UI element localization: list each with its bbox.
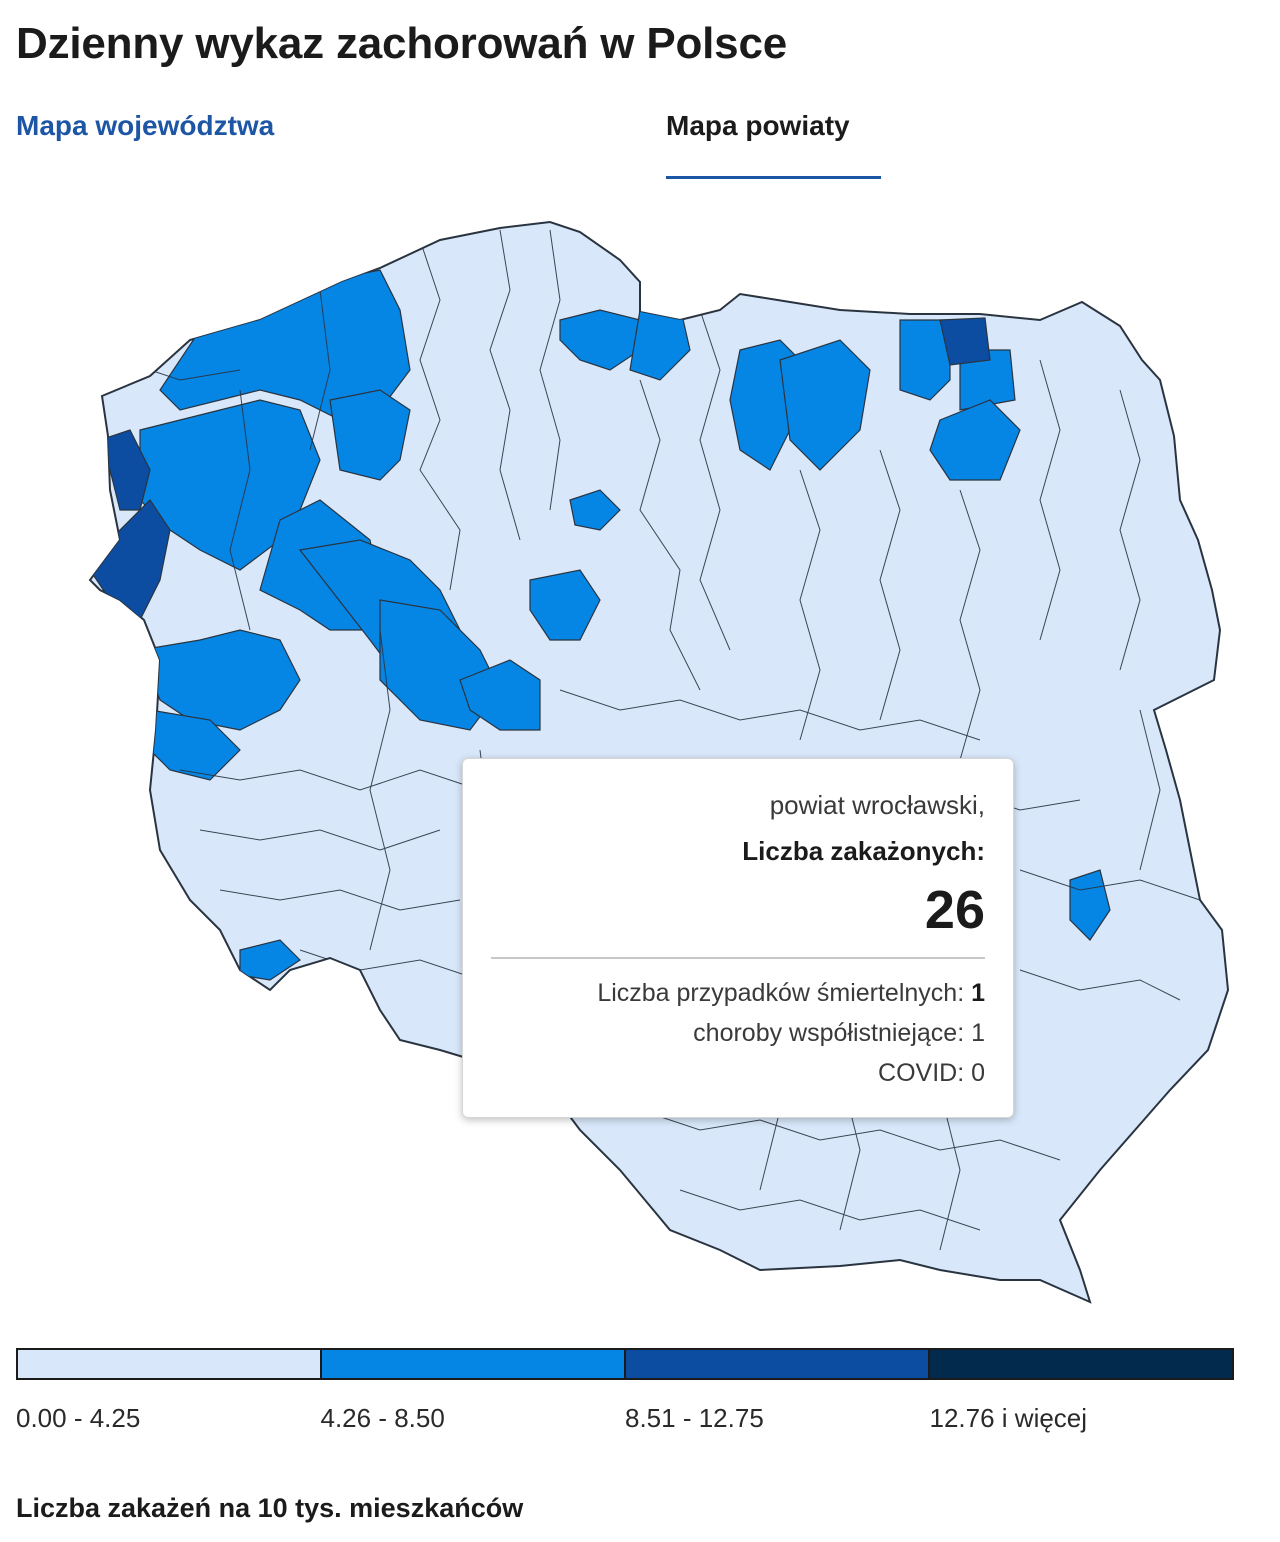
county-region[interactable] [569, 489, 621, 531]
legend-swatch-3 [930, 1350, 1232, 1378]
map-tabs: Mapa województwa Mapa powiaty [0, 100, 1280, 184]
legend-labels: 0.00 - 4.25 4.26 - 8.50 8.51 - 12.75 12.… [16, 1398, 1234, 1438]
county-region[interactable] [529, 569, 601, 641]
legend-swatch-2 [626, 1350, 930, 1378]
legend-label-2: 8.51 - 12.75 [625, 1403, 764, 1433]
county-region[interactable] [939, 317, 991, 366]
tooltip-infected-label: Liczba zakażonych: [742, 836, 985, 866]
tooltip-deaths-row: Liczba przypadków śmiertelnych: 1 [491, 973, 985, 1013]
legend-swatch-0 [18, 1350, 322, 1378]
legend-swatch-1 [322, 1350, 626, 1378]
county-group-dark [90, 317, 991, 621]
tooltip-deaths-value: 1 [971, 979, 985, 1007]
tooltip-region-name: powiat wrocławski, [769, 790, 985, 820]
tab-mapa-wojewodztwa[interactable]: Mapa województwa [16, 110, 275, 141]
legend-scale [16, 1348, 1234, 1380]
legend-label-3: 12.76 i więcej [929, 1403, 1088, 1433]
county-region[interactable] [329, 389, 411, 481]
legend-label-1: 4.26 - 8.50 [320, 1403, 445, 1433]
county-region[interactable] [1069, 869, 1111, 941]
county-group-medium [139, 269, 1111, 981]
tab-mapa-powiaty[interactable]: Mapa powiaty [666, 106, 881, 179]
poland-county-map: powiat wrocławski, Liczba zakażonych: 26… [80, 210, 1240, 1320]
legend-caption: Liczba zakażeń na 10 tys. mieszkańców [16, 1493, 524, 1523]
county-region[interactable] [929, 399, 1021, 481]
legend-label-0: 0.00 - 4.25 [16, 1403, 141, 1433]
region-tooltip: powiat wrocławski, Liczba zakażonych: 26… [462, 758, 1014, 1118]
tooltip-covid-row: COVID: 0 [878, 1059, 985, 1087]
tooltip-comorbid-row: choroby współistniejące: 1 [693, 1019, 985, 1047]
tooltip-deaths-label: Liczba przypadków śmiertelnych: [597, 979, 972, 1007]
tooltip-infected-value: 26 [924, 880, 985, 940]
page-title: Dzienny wykaz zachorowań w Polsce [16, 19, 787, 68]
county-region[interactable] [459, 659, 541, 731]
county-region[interactable] [559, 309, 641, 371]
county-region[interactable] [959, 349, 1016, 411]
county-region[interactable] [779, 339, 871, 471]
county-regions [90, 229, 1201, 1251]
county-region[interactable] [139, 629, 301, 731]
tooltip-divider [491, 957, 985, 959]
